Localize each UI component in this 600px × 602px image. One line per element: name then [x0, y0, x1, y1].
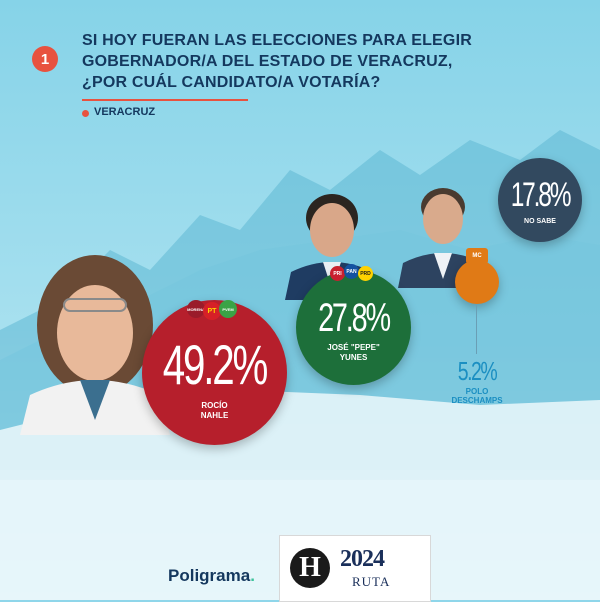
partner-logo-box: H 2024 RUTA — [279, 535, 431, 602]
party-pan-logo: PAN — [344, 264, 359, 279]
ruta-2024-year: 2024 — [340, 546, 385, 572]
deschamps-label: 5.2% POLO DESCHAMPS — [425, 356, 529, 405]
name-deschamps-line1: POLO — [465, 387, 489, 396]
ruta-label: RUTA — [352, 574, 391, 589]
bubble-yunes: 27.8% JOSÉ "PEPE" YUNES — [296, 270, 411, 385]
name-nahle-line1: ROCÍO — [201, 401, 228, 410]
question-number: 1 — [40, 50, 50, 68]
question-line-1: SI HOY FUERAN LAS ELECCIONES PARA ELEGIR — [82, 32, 472, 49]
title-divider — [82, 99, 248, 101]
party-mc-logo: MC — [466, 248, 488, 264]
region-dot — [82, 110, 89, 117]
name-yunes-line2: YUNES — [339, 353, 368, 362]
deschamps-leader-line — [476, 304, 477, 354]
party-pvem-logo: PVEM — [219, 300, 237, 318]
value-nahle: 49.2% — [162, 333, 269, 396]
nahle-photo — [20, 255, 170, 435]
party-prd-logo: PRD — [358, 266, 373, 281]
bubble-nahle: 49.2% ROCÍO NAHLE — [142, 300, 287, 445]
party-pri-logo: PRI — [330, 266, 345, 281]
name-nahle-line2: NAHLE — [200, 411, 229, 420]
bubble-no-sabe: 17.8% NO SABE — [498, 158, 582, 242]
party-morena-logo: MORENA — [187, 300, 205, 318]
question-line-3: ¿POR CUÁL CANDIDATO/A VOTARÍA? — [82, 74, 381, 91]
question-number-badge: 1 — [32, 46, 58, 72]
poligrama-logo: Poligrama. — [168, 566, 255, 585]
region-label: VERACRUZ — [94, 106, 156, 118]
bubble-deschamps — [455, 260, 499, 304]
name-no-sabe: NO SABE — [524, 218, 556, 225]
value-no-sabe: 17.8% — [510, 176, 572, 214]
el-heraldo-logo: H — [290, 548, 330, 588]
question-title: SI HOY FUERAN LAS ELECCIONES PARA ELEGIR… — [82, 30, 522, 93]
name-deschamps-line2: DESCHAMPS — [451, 396, 503, 405]
party-pt-logo: PT — [203, 302, 221, 320]
value-deschamps: 5.2% — [457, 356, 498, 386]
value-yunes: 27.8% — [318, 296, 391, 340]
question-line-2: GOBERNADOR/A DEL ESTADO DE VERACRUZ, — [82, 53, 453, 70]
name-yunes-line1: JOSÉ "PEPE" — [327, 343, 380, 352]
